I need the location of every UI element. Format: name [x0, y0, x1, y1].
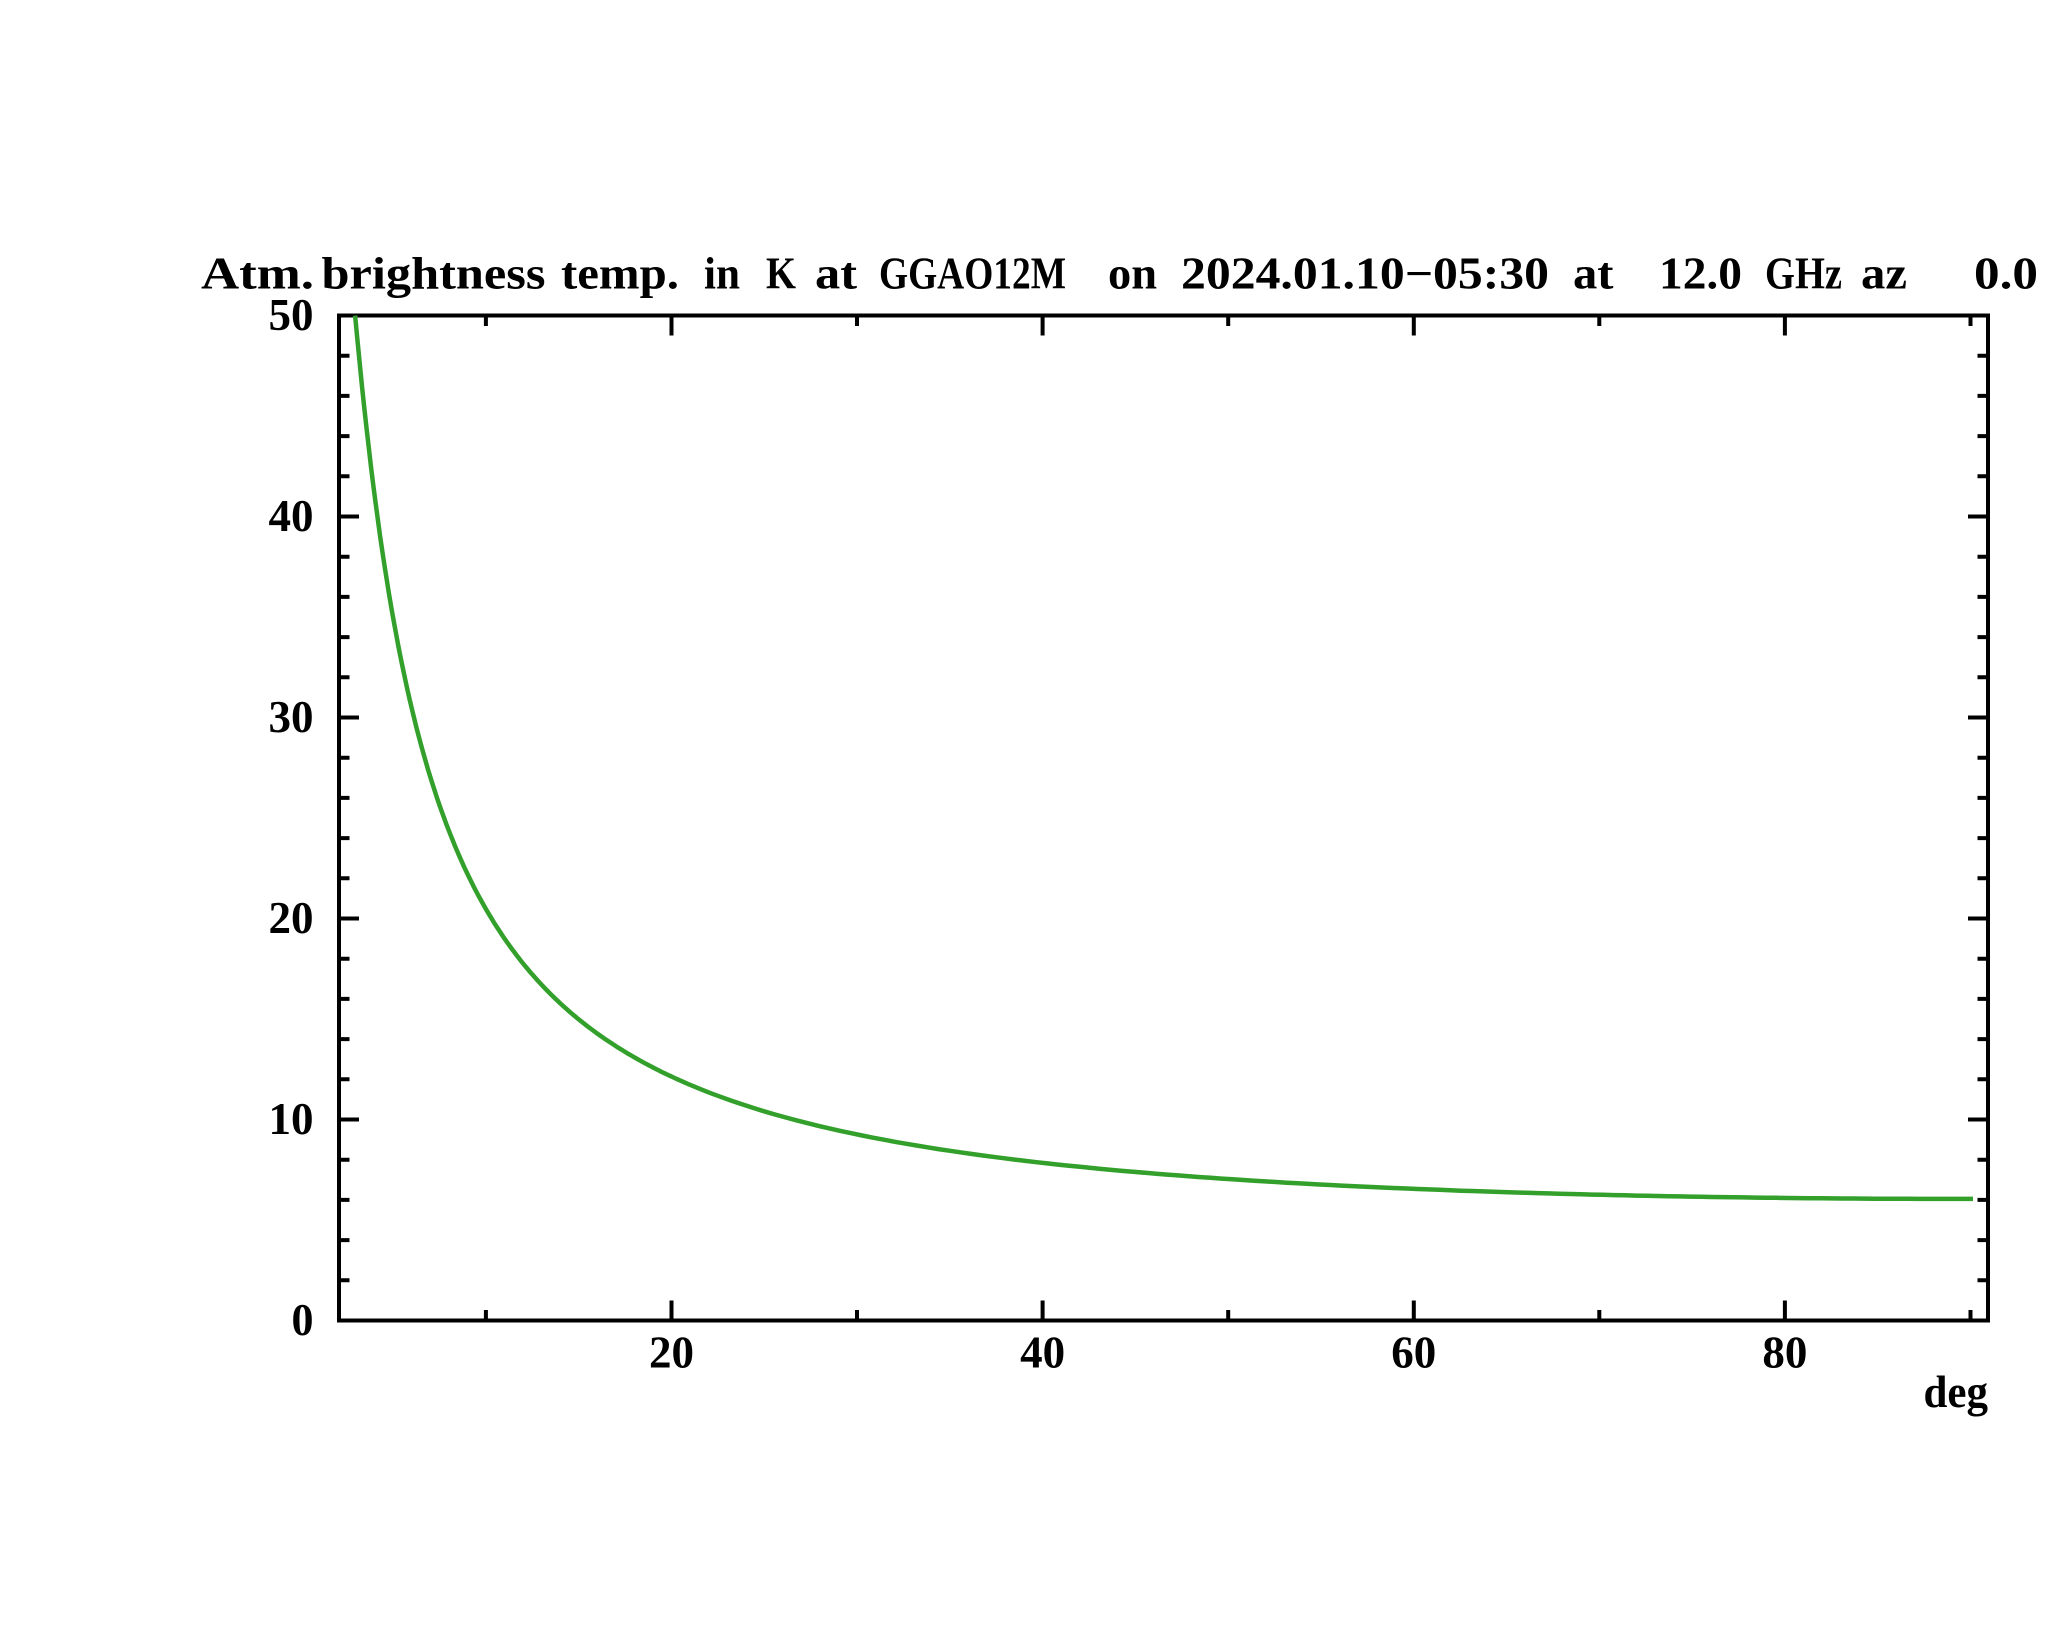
svg-text:20: 20 — [269, 893, 314, 943]
svg-text:deg: deg — [1924, 1367, 1989, 1417]
svg-text:0: 0 — [292, 1295, 314, 1345]
svg-text:in: in — [704, 249, 740, 299]
svg-text:GHz: GHz — [1765, 249, 1842, 299]
svg-text:az: az — [1861, 249, 1907, 299]
svg-text:40: 40 — [269, 491, 314, 541]
svg-text:40: 40 — [1020, 1328, 1065, 1378]
svg-text:on: on — [1108, 249, 1157, 299]
svg-text:Atm.: Atm. — [201, 249, 314, 299]
svg-text:GGAO12M: GGAO12M — [879, 249, 1066, 299]
svg-text:50: 50 — [269, 290, 314, 340]
svg-text:2024.01.10−05:30: 2024.01.10−05:30 — [1181, 249, 1549, 299]
svg-text:10: 10 — [269, 1094, 314, 1144]
svg-text:temp.: temp. — [561, 249, 679, 299]
svg-text:80: 80 — [1762, 1328, 1807, 1378]
svg-text:0.0: 0.0 — [1974, 249, 2038, 299]
svg-text:30: 30 — [269, 692, 314, 742]
svg-text:K: K — [766, 249, 796, 299]
svg-text:12.0: 12.0 — [1659, 249, 1742, 299]
svg-text:20: 20 — [649, 1328, 694, 1378]
svg-text:brightness: brightness — [322, 249, 546, 299]
svg-text:at: at — [1573, 249, 1614, 299]
svg-text:60: 60 — [1391, 1328, 1436, 1378]
svg-text:at: at — [815, 249, 857, 299]
